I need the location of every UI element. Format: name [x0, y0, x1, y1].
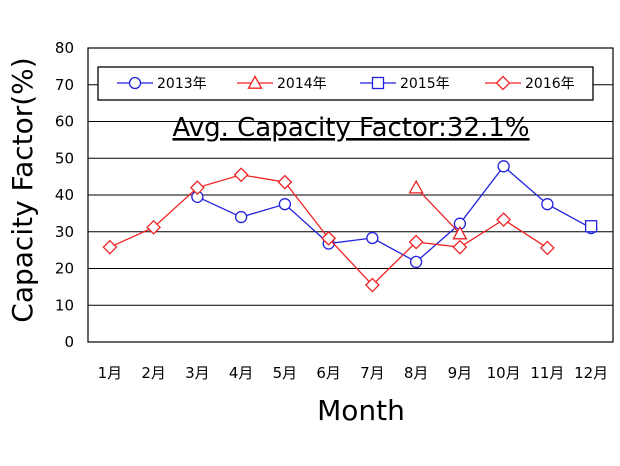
data-point	[409, 255, 423, 269]
x-tick-label: 6月	[316, 364, 341, 382]
x-tick-label: 8月	[404, 364, 429, 382]
y-tick-label: 40	[55, 186, 74, 204]
data-point	[277, 174, 293, 190]
data-point	[364, 277, 380, 293]
data-point	[102, 239, 118, 255]
x-tick-label: 5月	[273, 364, 298, 382]
data-point	[233, 167, 249, 183]
x-tick-label: 4月	[229, 364, 254, 382]
y-tick-label: 20	[55, 260, 74, 278]
series-group	[102, 160, 598, 293]
data-point	[366, 231, 379, 245]
y-tick-label: 10	[55, 296, 74, 314]
legend: 2013年 2014年 2015年 2016年	[97, 66, 594, 101]
series-2016年	[102, 167, 555, 293]
x-axis-title: Month	[317, 394, 405, 427]
y-tick-labels: 0 10 20 30 40 50 60 70 80	[55, 39, 74, 351]
x-tick-label: 12月	[574, 364, 608, 382]
data-point	[539, 240, 555, 256]
data-point	[496, 212, 512, 228]
legend-label: 2016年	[525, 76, 575, 92]
legend-marker	[247, 75, 263, 89]
data-point	[452, 239, 468, 255]
plot-frame	[87, 47, 614, 343]
y-axis-title: Capacity Factor(%)	[6, 57, 39, 322]
legend-marker	[128, 76, 142, 90]
x-tick-label: 3月	[185, 364, 210, 382]
y-tick-label: 0	[64, 333, 74, 351]
data-point	[497, 160, 510, 173]
data-point	[189, 180, 205, 196]
y-tick-label: 60	[55, 113, 74, 131]
x-tick-label: 11月	[530, 364, 564, 382]
data-point	[452, 225, 468, 240]
data-point	[278, 198, 292, 211]
data-point	[234, 210, 248, 224]
y-tick-label: 50	[55, 149, 74, 167]
data-point	[321, 230, 337, 246]
legend-label: 2013年	[157, 76, 207, 92]
x-tick-label: 9月	[448, 364, 473, 382]
x-tick-label: 7月	[360, 364, 385, 382]
data-point	[408, 179, 424, 194]
x-tick-labels: 1月 2月 3月 4月 5月 6月 7月 8月 9月 10月 11月 12月	[98, 364, 609, 382]
series-line	[197, 165, 592, 263]
data-point	[146, 219, 162, 235]
legend-label: 2014年	[277, 76, 327, 92]
y-tick-label: 80	[55, 39, 74, 57]
legend-label: 2015年	[400, 76, 450, 92]
data-point	[541, 198, 554, 211]
x-tick-label: 1月	[98, 364, 123, 382]
x-tick-label: 10月	[487, 364, 521, 382]
legend-marker	[495, 75, 511, 91]
avg-capacity-annotation: Avg. Capacity Factor:32.1%	[172, 113, 529, 143]
data-point	[584, 220, 598, 233]
series-line	[415, 187, 461, 235]
y-tick-label: 70	[55, 76, 74, 94]
x-tick-label: 2月	[141, 364, 166, 382]
series-2015年	[584, 220, 598, 233]
series-2014年	[408, 179, 468, 240]
data-point	[408, 234, 424, 250]
legend-marker	[371, 76, 385, 90]
y-tick-label: 30	[55, 223, 74, 241]
